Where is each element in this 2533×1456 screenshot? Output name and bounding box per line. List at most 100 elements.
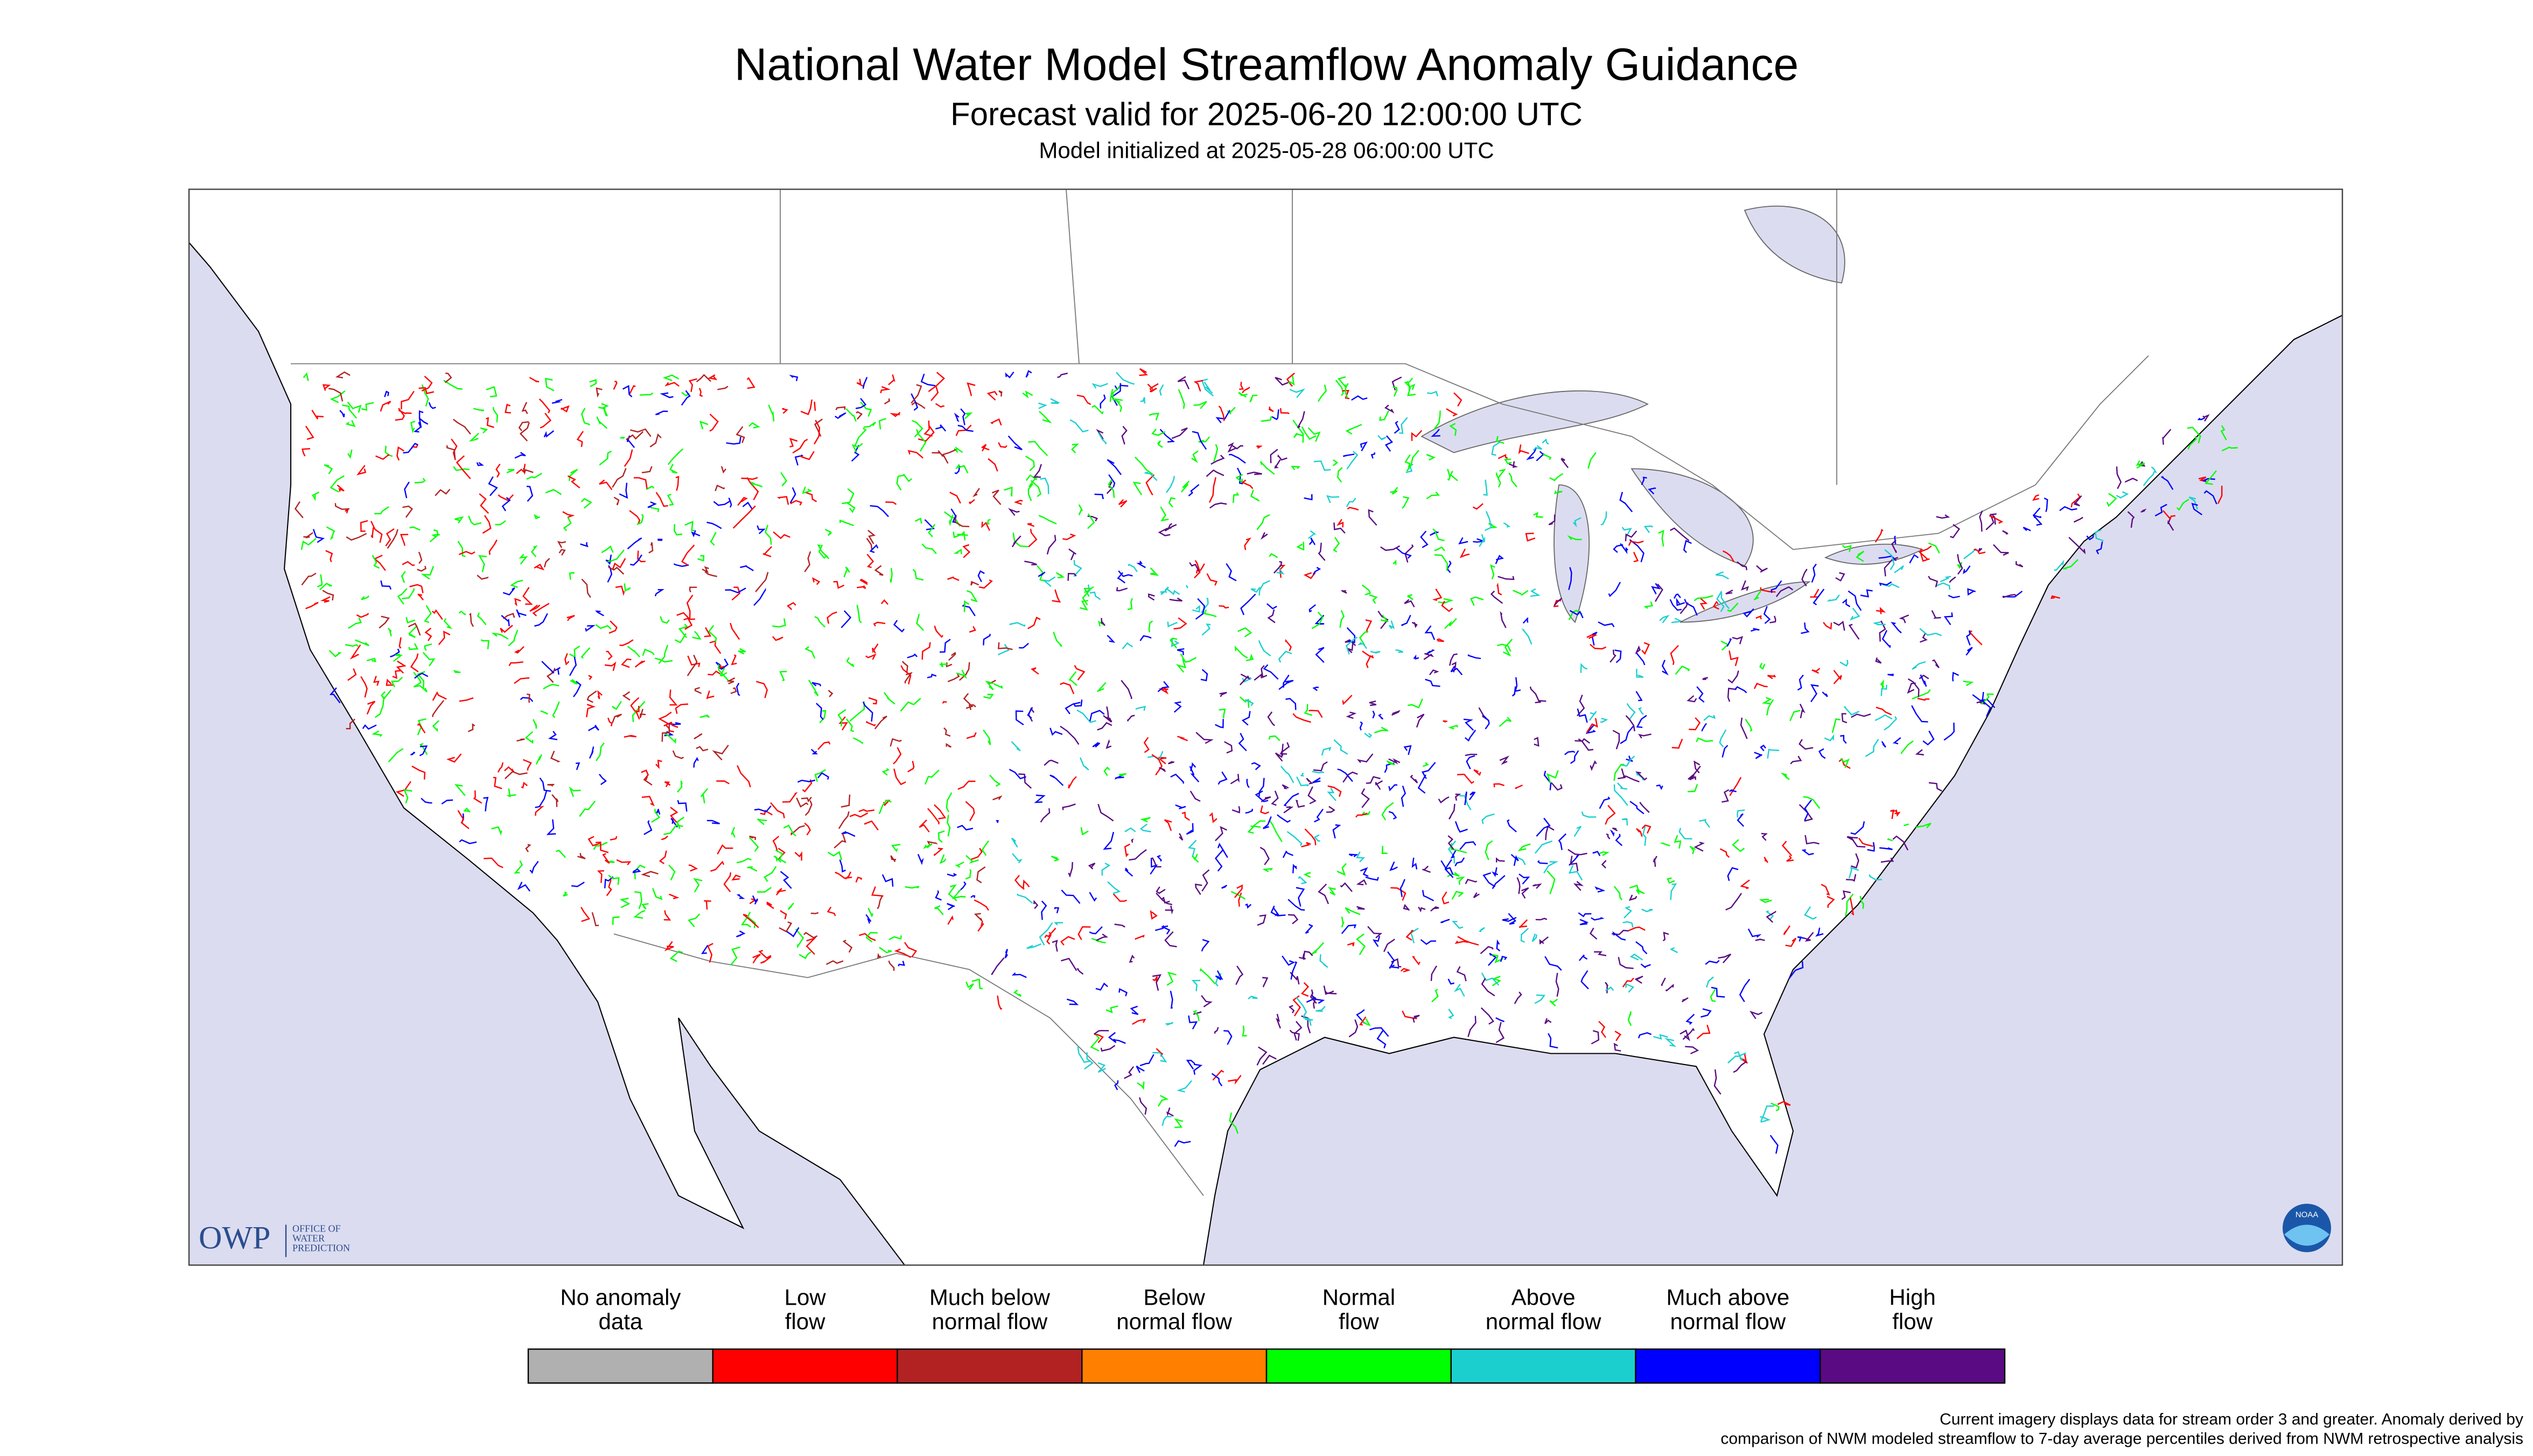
- stream: [414, 685, 428, 692]
- stream: [599, 450, 612, 466]
- stream: [1321, 747, 1332, 756]
- stream: [1701, 723, 1708, 732]
- stream: [1361, 1018, 1371, 1026]
- stream: [580, 498, 592, 509]
- stream: [1049, 727, 1063, 736]
- stream: [534, 613, 548, 627]
- stream: [303, 372, 309, 381]
- stream: [1274, 459, 1281, 468]
- stream: [974, 899, 989, 911]
- footnote: comparison of NWM modeled streamflow to …: [1720, 1430, 2523, 1447]
- stream: [1635, 691, 1643, 702]
- stream: [776, 496, 789, 505]
- stream: [719, 668, 727, 677]
- stream: [1633, 551, 1639, 563]
- stream: [946, 792, 953, 813]
- stream: [1612, 827, 1618, 831]
- stream: [921, 543, 937, 555]
- stream: [1879, 581, 1892, 586]
- stream: [1305, 923, 1313, 934]
- stream: [1157, 1095, 1169, 1107]
- stream: [1799, 703, 1806, 718]
- stream: [577, 853, 586, 859]
- stream: [1214, 1027, 1219, 1034]
- stream: [1116, 372, 1135, 385]
- stream: [1117, 572, 1125, 584]
- stream: [566, 615, 575, 621]
- stream: [1676, 597, 1685, 606]
- stream: [1189, 790, 1201, 802]
- stream: [1356, 933, 1366, 955]
- stream: [1180, 653, 1197, 663]
- stream: [435, 488, 451, 496]
- stream: [663, 910, 671, 921]
- stream: [482, 515, 492, 534]
- stream: [852, 737, 864, 744]
- stream: [794, 454, 804, 466]
- stream: [1500, 956, 1508, 962]
- stream: [1186, 1060, 1195, 1070]
- stream: [1965, 647, 1973, 656]
- stream: [1025, 370, 1032, 378]
- stream: [1756, 565, 1768, 573]
- stream: [660, 616, 670, 624]
- stream: [1884, 716, 1898, 731]
- stream: [330, 390, 346, 403]
- stream: [1426, 491, 1440, 500]
- stream: [1719, 848, 1730, 858]
- stream: [795, 928, 804, 949]
- stream: [1467, 654, 1481, 660]
- stream: [322, 590, 334, 601]
- stream: [1231, 444, 1243, 450]
- stream: [1132, 481, 1143, 495]
- stream: [1920, 548, 1930, 562]
- stream: [691, 530, 701, 537]
- stream: [1537, 860, 1548, 864]
- stream: [963, 600, 970, 612]
- stream: [902, 473, 912, 482]
- stream: [1495, 555, 1505, 564]
- stream: [2032, 494, 2040, 501]
- stream: [1144, 472, 1158, 481]
- stream: [562, 511, 575, 518]
- stream: [943, 727, 951, 737]
- stream: [432, 609, 443, 620]
- stream: [1131, 838, 1134, 843]
- stream: [1628, 894, 1638, 901]
- stream: [1268, 735, 1281, 741]
- stream: [1276, 1013, 1281, 1029]
- stream: [1396, 547, 1412, 559]
- stream: [626, 431, 644, 440]
- stream: [1974, 549, 1986, 555]
- stream: [1521, 887, 1529, 899]
- stream: [1195, 598, 1206, 620]
- stream: [1341, 924, 1357, 934]
- stream: [1044, 759, 1059, 766]
- stream: [539, 778, 551, 792]
- stream: [1622, 977, 1634, 988]
- stream: [1256, 445, 1263, 449]
- stream: [1696, 1025, 1711, 1039]
- stream: [1447, 468, 1458, 481]
- stream: [1394, 421, 1400, 434]
- stream: [1304, 494, 1313, 501]
- stream: [622, 691, 631, 701]
- stream: [1848, 866, 1859, 879]
- stream: [1235, 646, 1248, 659]
- stream: [1495, 1022, 1505, 1044]
- stream: [606, 860, 615, 863]
- stream: [1844, 706, 1860, 716]
- stream: [1492, 867, 1499, 878]
- stream: [1164, 819, 1172, 831]
- stream: [935, 424, 947, 432]
- province-borders: [780, 189, 1837, 485]
- stream: [843, 566, 850, 578]
- stream: [1578, 738, 1594, 751]
- stream: [1481, 813, 1495, 824]
- stream: [1270, 905, 1286, 916]
- stream: [1406, 450, 1419, 472]
- stream: [1295, 800, 1305, 808]
- stream: [741, 477, 758, 480]
- stream: [1169, 597, 1182, 602]
- stream: [1062, 803, 1076, 810]
